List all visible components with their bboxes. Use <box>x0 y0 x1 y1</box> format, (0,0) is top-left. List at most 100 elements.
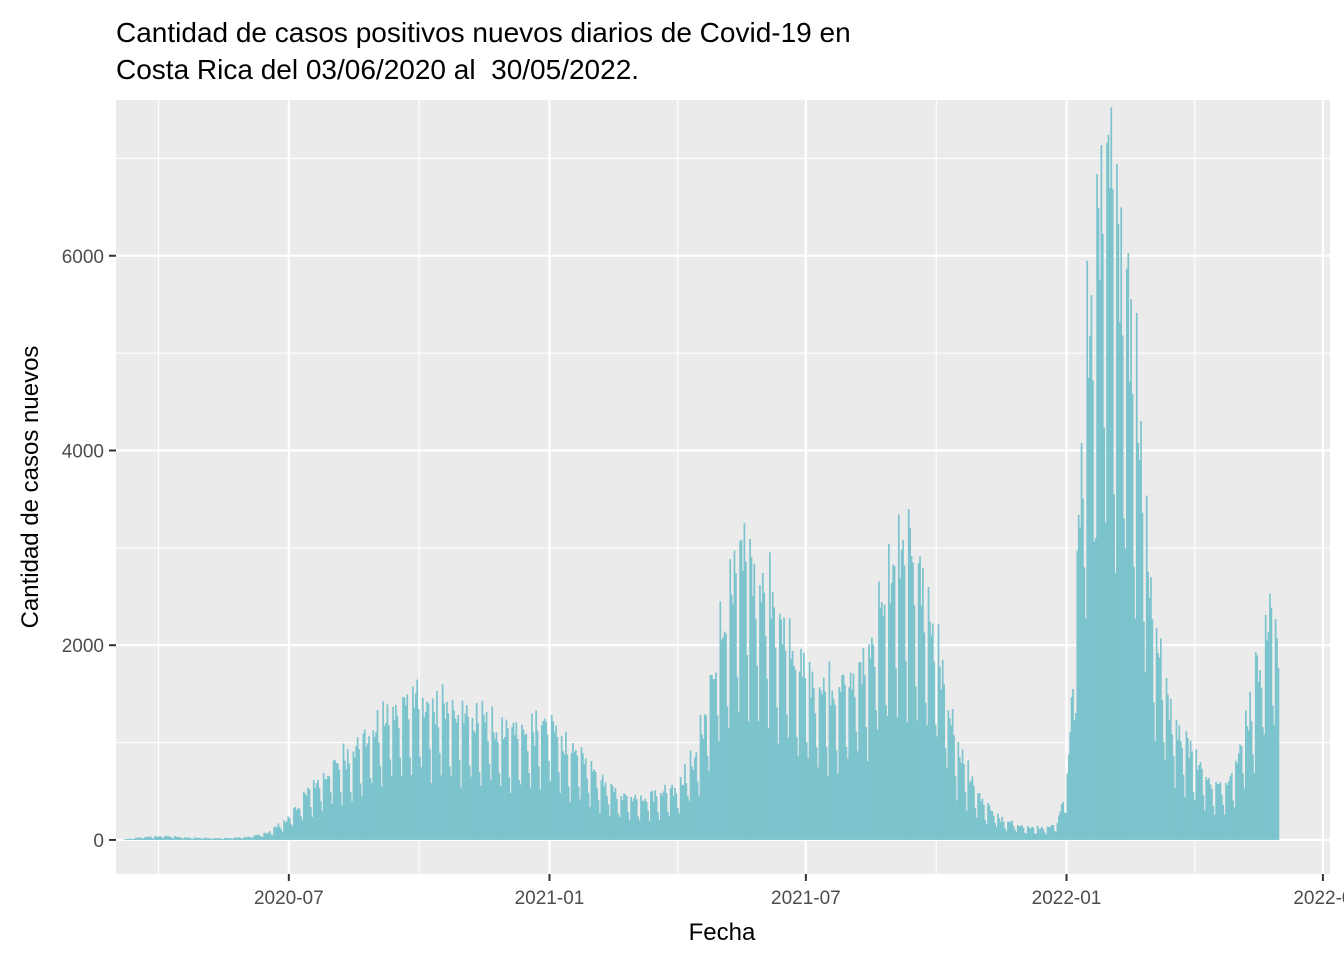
bar <box>1126 268 1128 840</box>
bar <box>429 748 431 840</box>
bar <box>291 825 294 840</box>
bar <box>647 810 649 840</box>
bar <box>1036 825 1039 840</box>
bar <box>437 727 440 840</box>
bar <box>827 776 829 840</box>
bar <box>862 647 865 840</box>
bar <box>648 820 651 840</box>
bar <box>208 838 210 840</box>
bar <box>691 766 693 840</box>
bar <box>373 737 376 840</box>
bar <box>991 811 994 840</box>
bar <box>329 792 332 840</box>
bar <box>1009 821 1012 840</box>
bar <box>529 787 532 840</box>
bar <box>1184 797 1186 840</box>
bar <box>278 826 281 840</box>
bar <box>1247 730 1250 840</box>
bar <box>617 813 620 840</box>
bar <box>664 784 666 840</box>
bar <box>922 567 924 840</box>
bar <box>579 799 581 840</box>
bar <box>631 801 634 840</box>
bar <box>970 780 972 840</box>
bar <box>971 776 974 840</box>
bar <box>1026 826 1029 840</box>
bar <box>267 832 270 840</box>
bar <box>607 804 610 840</box>
bar <box>624 794 627 840</box>
bar <box>233 837 236 840</box>
bar <box>182 838 185 840</box>
y-tick-label: 2000 <box>62 636 104 657</box>
bar <box>776 707 778 840</box>
bar <box>1164 759 1166 840</box>
bar <box>482 714 485 840</box>
bar <box>382 701 385 840</box>
bar <box>845 746 848 840</box>
bar <box>444 718 447 840</box>
bar <box>346 749 349 840</box>
bar <box>716 715 719 840</box>
bar <box>1253 772 1256 840</box>
bar <box>1070 697 1073 840</box>
bar <box>186 837 189 840</box>
x-tick-label: 2021-07 <box>771 888 841 909</box>
bar <box>516 738 519 840</box>
bar <box>276 827 278 840</box>
bar <box>1267 631 1270 840</box>
bar <box>498 773 501 840</box>
bar <box>463 723 465 840</box>
bar <box>158 836 161 840</box>
bar <box>1229 776 1232 840</box>
x-tick-label: 2022-01 <box>1032 888 1102 909</box>
bar <box>412 686 414 840</box>
bar <box>1208 777 1210 840</box>
bar <box>718 741 720 840</box>
bar <box>531 713 533 840</box>
bar <box>943 684 945 840</box>
bar <box>140 837 142 840</box>
bar <box>1058 815 1060 840</box>
bar <box>1045 834 1047 840</box>
bar <box>345 769 348 840</box>
y-tick-label: 4000 <box>62 441 104 462</box>
bar <box>302 791 305 840</box>
bar <box>620 795 623 840</box>
bar <box>404 705 407 840</box>
bar <box>270 834 273 840</box>
bar <box>569 802 572 840</box>
bar <box>295 810 298 840</box>
bar <box>424 712 427 840</box>
bar <box>533 745 536 840</box>
bar <box>693 757 696 840</box>
bar <box>288 817 291 840</box>
bar <box>831 690 834 840</box>
bar <box>699 714 702 840</box>
bar <box>334 760 336 840</box>
bar <box>397 727 400 840</box>
bar <box>489 780 492 840</box>
bar <box>1143 621 1145 840</box>
bar <box>1259 670 1261 840</box>
bar <box>832 698 835 840</box>
bar <box>1060 804 1063 840</box>
bar <box>244 837 247 840</box>
bar <box>713 679 716 840</box>
chart-title-line-2: Costa Rica del 03/06/2020 al 30/05/2022. <box>116 54 640 85</box>
bar <box>1007 822 1009 840</box>
bar <box>543 718 546 840</box>
bar <box>834 704 836 840</box>
bar <box>760 602 763 840</box>
bar <box>1079 527 1081 840</box>
bar <box>338 769 341 840</box>
x-tick-label: 2021-01 <box>515 888 585 909</box>
bar <box>616 798 618 840</box>
bar <box>930 635 933 840</box>
bar <box>501 717 504 840</box>
bar <box>1194 800 1196 840</box>
bar <box>240 838 243 840</box>
bar <box>1196 769 1199 840</box>
bar <box>1005 831 1008 840</box>
bar <box>443 703 445 840</box>
